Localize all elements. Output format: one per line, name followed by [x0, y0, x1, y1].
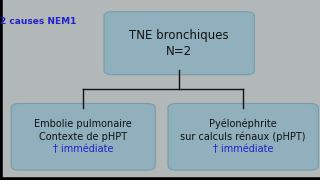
Text: TNE bronchiques: TNE bronchiques	[129, 28, 229, 42]
FancyBboxPatch shape	[168, 103, 318, 170]
Text: Pyélonéphrite: Pyélonéphrite	[209, 119, 277, 129]
FancyBboxPatch shape	[11, 103, 155, 170]
Text: 2 causes NEM1: 2 causes NEM1	[0, 17, 76, 26]
Text: † immédiate: † immédiate	[53, 145, 114, 155]
Text: sur calculs rénaux (pHPT): sur calculs rénaux (pHPT)	[180, 132, 306, 142]
Text: Contexte de pHPT: Contexte de pHPT	[39, 132, 127, 142]
FancyBboxPatch shape	[104, 12, 254, 75]
Text: † immédiate: † immédiate	[213, 145, 274, 155]
Text: Embolie pulmonaire: Embolie pulmonaire	[34, 119, 132, 129]
Text: N=2: N=2	[166, 45, 192, 58]
